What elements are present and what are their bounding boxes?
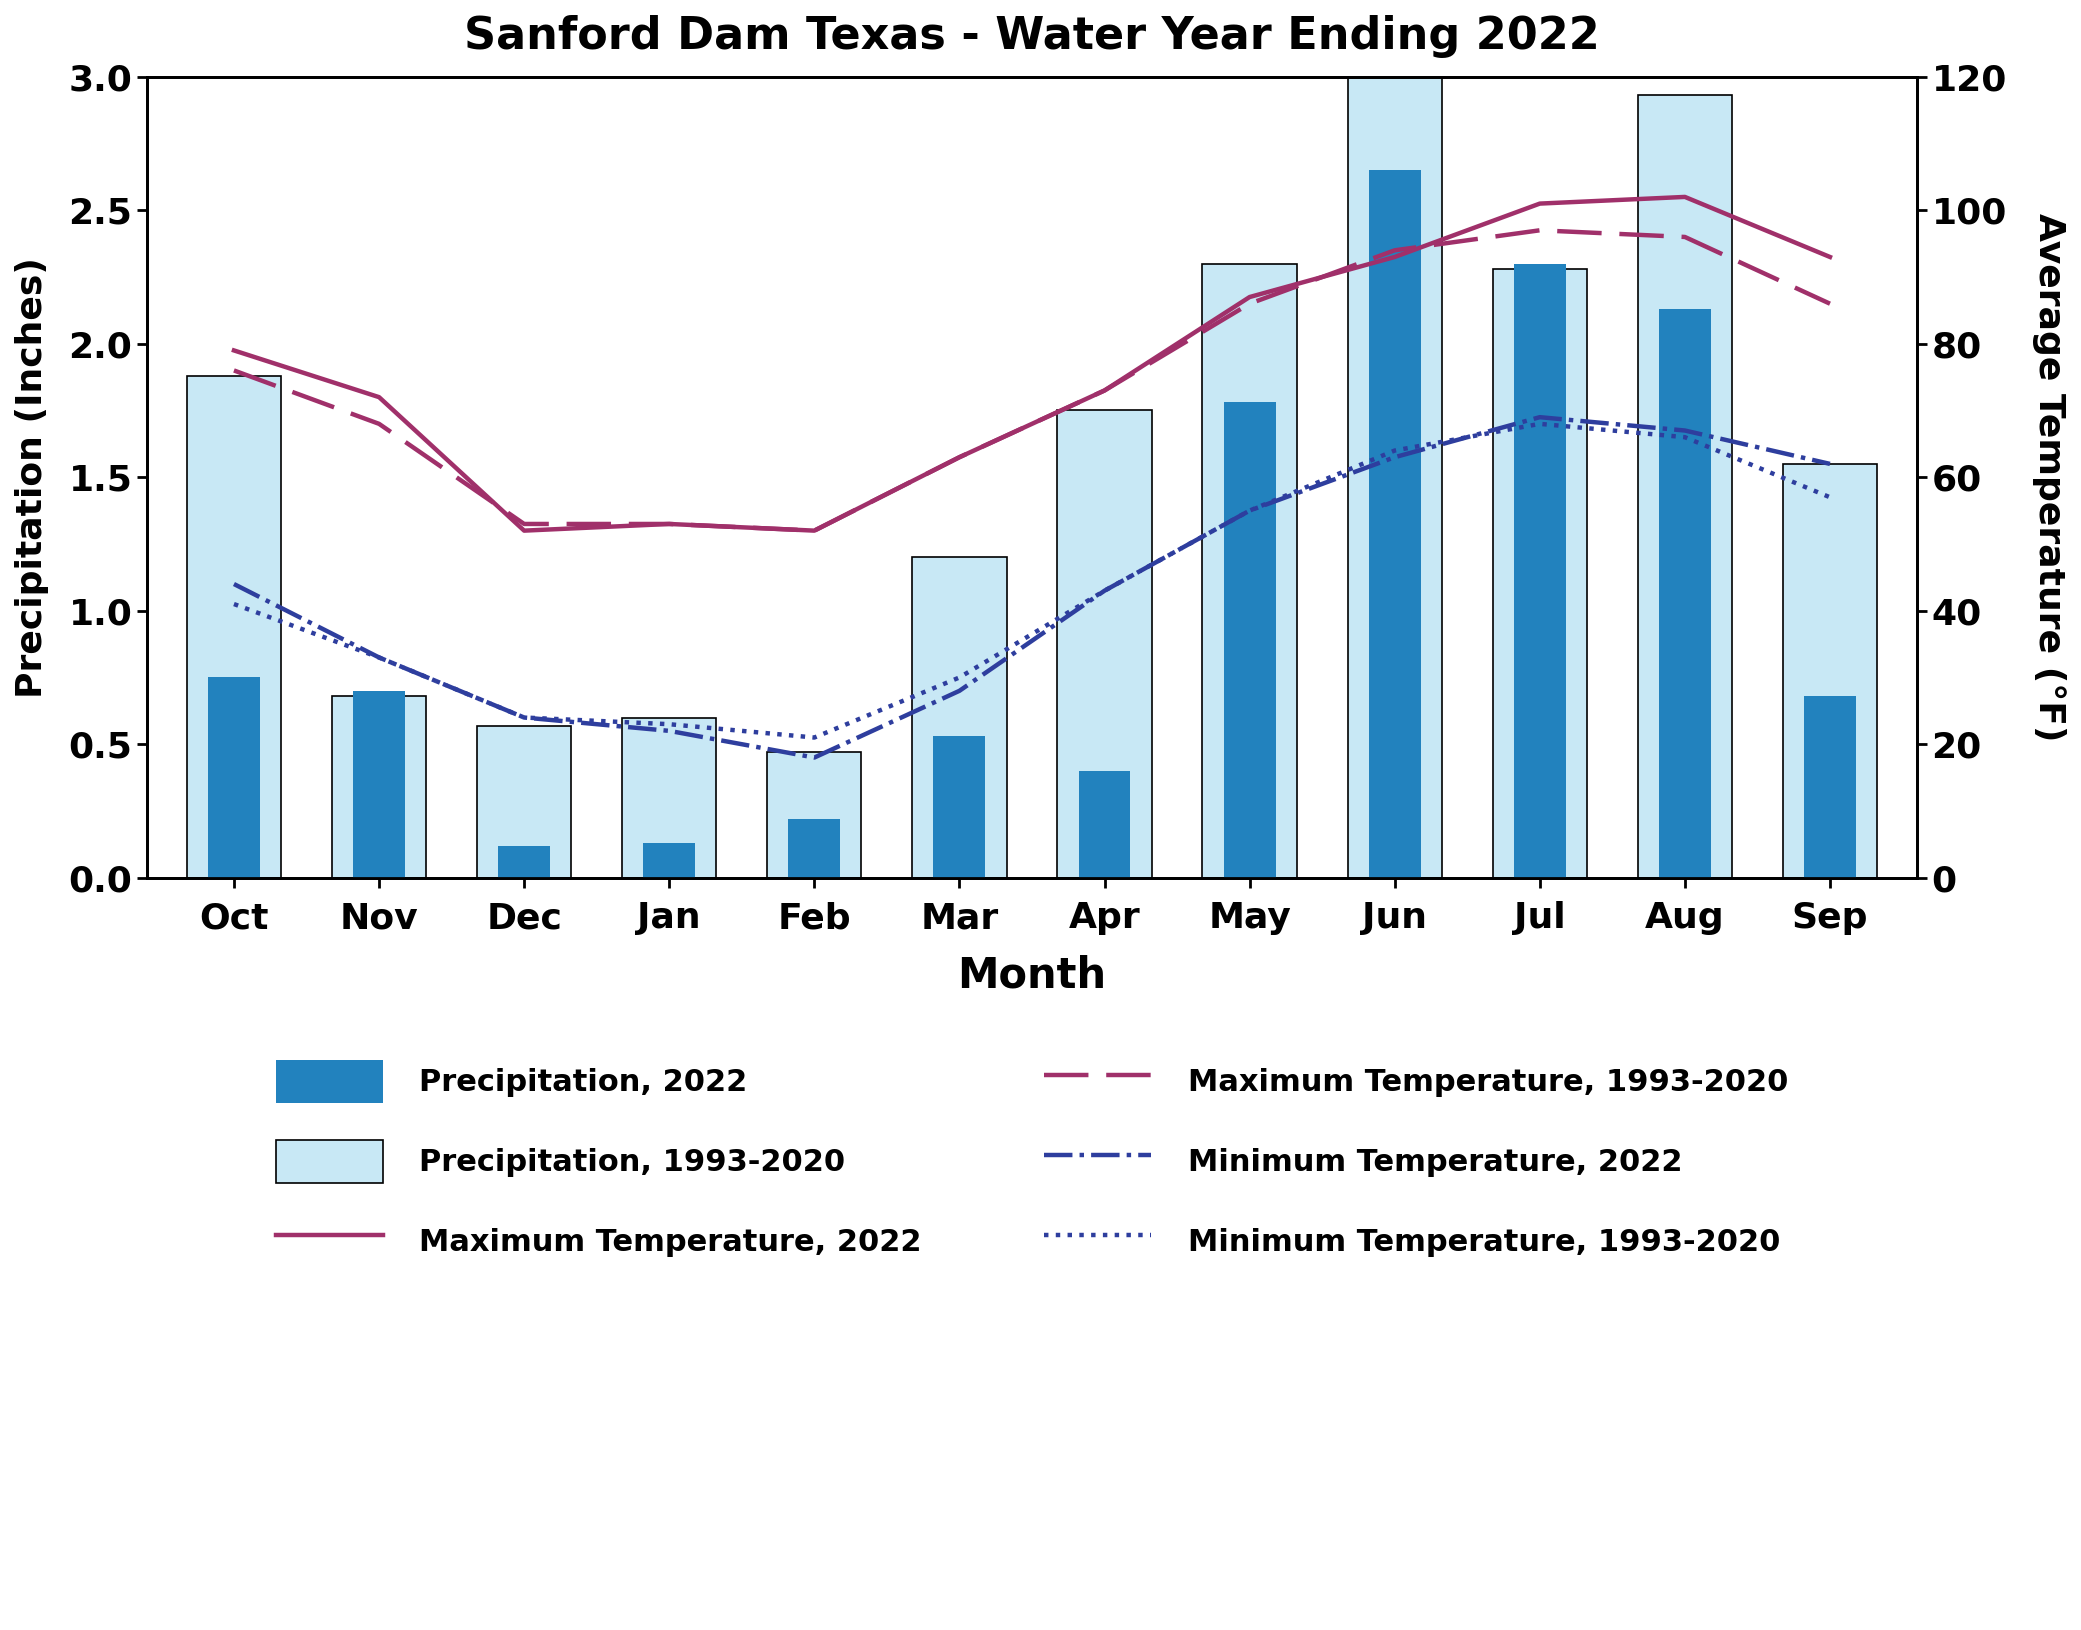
Minimum Temperature, 2022 xyxy=(801,748,826,768)
Bar xyxy=(934,737,986,877)
Minimum Temperature, 1993-2020 xyxy=(1527,414,1552,434)
Maximum Temperature, 2022 xyxy=(512,522,537,541)
Maximum Temperature, 1993-2020 xyxy=(947,448,972,468)
Bar xyxy=(477,725,572,877)
Minimum Temperature, 1993-2020 xyxy=(1093,580,1117,600)
Bar xyxy=(1783,465,1877,877)
Bar xyxy=(1659,310,1711,877)
Legend: Precipitation, 2022, Precipitation, 1993-2020, Maximum Temperature, 2022, Maximu: Precipitation, 2022, Precipitation, 1993… xyxy=(246,1029,1819,1293)
Bar xyxy=(1203,264,1296,877)
Maximum Temperature, 1993-2020 xyxy=(1382,241,1407,261)
Maximum Temperature, 1993-2020 xyxy=(1673,227,1698,246)
Minimum Temperature, 1993-2020 xyxy=(1382,440,1407,460)
Bar xyxy=(1804,696,1856,877)
Minimum Temperature, 2022 xyxy=(1093,580,1117,600)
Maximum Temperature, 1993-2020 xyxy=(1817,293,1842,313)
Minimum Temperature, 1993-2020 xyxy=(947,668,972,688)
Minimum Temperature, 1993-2020 xyxy=(658,714,683,734)
Maximum Temperature, 2022 xyxy=(947,448,972,468)
Maximum Temperature, 1993-2020 xyxy=(1093,381,1117,401)
Maximum Temperature, 2022 xyxy=(1527,194,1552,214)
Bar xyxy=(622,717,716,877)
Maximum Temperature, 1993-2020 xyxy=(658,513,683,533)
Minimum Temperature, 2022 xyxy=(1382,448,1407,468)
Maximum Temperature, 1993-2020 xyxy=(801,522,826,541)
Minimum Temperature, 1993-2020 xyxy=(366,647,391,667)
Maximum Temperature, 2022 xyxy=(366,388,391,408)
Bar xyxy=(643,843,695,877)
Maximum Temperature, 2022 xyxy=(658,513,683,533)
Minimum Temperature, 2022 xyxy=(366,647,391,667)
Bar xyxy=(1369,170,1421,877)
Maximum Temperature, 1993-2020 xyxy=(1527,220,1552,240)
Line: Minimum Temperature, 2022: Minimum Temperature, 2022 xyxy=(233,417,1829,758)
Minimum Temperature, 2022 xyxy=(1236,500,1261,520)
Maximum Temperature, 1993-2020 xyxy=(366,414,391,434)
Minimum Temperature, 1993-2020 xyxy=(1673,427,1698,447)
Bar xyxy=(789,818,841,877)
Minimum Temperature, 1993-2020 xyxy=(221,595,246,615)
Minimum Temperature, 1993-2020 xyxy=(1817,487,1842,507)
Line: Maximum Temperature, 2022: Maximum Temperature, 2022 xyxy=(233,197,1829,531)
Bar xyxy=(1078,771,1130,877)
Minimum Temperature, 1993-2020 xyxy=(1236,500,1261,520)
Bar xyxy=(354,691,406,877)
Bar xyxy=(497,846,549,877)
Bar xyxy=(1348,77,1442,877)
Y-axis label: Average Temperature (°F): Average Temperature (°F) xyxy=(2031,214,2066,742)
Bar xyxy=(1638,96,1731,877)
Bar xyxy=(1057,411,1151,877)
Bar xyxy=(1492,269,1588,877)
Maximum Temperature, 2022 xyxy=(1817,248,1842,267)
Minimum Temperature, 2022 xyxy=(1527,408,1552,427)
Bar xyxy=(208,678,260,877)
Minimum Temperature, 2022 xyxy=(1817,455,1842,474)
Minimum Temperature, 2022 xyxy=(1673,421,1698,440)
Maximum Temperature, 2022 xyxy=(1236,287,1261,306)
Bar xyxy=(331,696,427,877)
Maximum Temperature, 2022 xyxy=(221,341,246,360)
Bar xyxy=(187,377,281,877)
Bar xyxy=(911,557,1007,877)
Maximum Temperature, 2022 xyxy=(801,522,826,541)
Minimum Temperature, 2022 xyxy=(658,720,683,740)
Bar xyxy=(1513,264,1565,877)
Line: Minimum Temperature, 1993-2020: Minimum Temperature, 1993-2020 xyxy=(233,424,1829,737)
Minimum Temperature, 1993-2020 xyxy=(801,727,826,747)
Line: Maximum Temperature, 1993-2020: Maximum Temperature, 1993-2020 xyxy=(233,230,1829,531)
Title: Sanford Dam Texas - Water Year Ending 2022: Sanford Dam Texas - Water Year Ending 20… xyxy=(464,15,1600,59)
Minimum Temperature, 1993-2020 xyxy=(512,707,537,727)
Maximum Temperature, 1993-2020 xyxy=(1236,293,1261,313)
X-axis label: Month: Month xyxy=(957,955,1107,998)
Minimum Temperature, 2022 xyxy=(947,681,972,701)
Maximum Temperature, 2022 xyxy=(1673,187,1698,207)
Minimum Temperature, 2022 xyxy=(512,707,537,727)
Maximum Temperature, 1993-2020 xyxy=(512,513,537,533)
Maximum Temperature, 2022 xyxy=(1382,248,1407,267)
Maximum Temperature, 2022 xyxy=(1093,381,1117,401)
Maximum Temperature, 1993-2020 xyxy=(221,360,246,380)
Y-axis label: Precipitation (Inches): Precipitation (Inches) xyxy=(15,258,50,698)
Bar xyxy=(768,751,862,877)
Bar xyxy=(1224,403,1276,877)
Minimum Temperature, 2022 xyxy=(221,574,246,593)
